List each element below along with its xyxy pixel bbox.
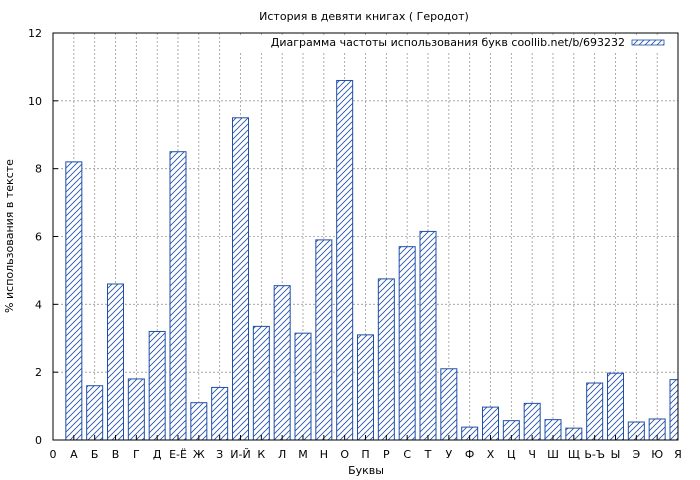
x-tick-label: Ш (547, 448, 559, 461)
x-tick-label: З (216, 448, 223, 461)
y-tick-label: 12 (28, 27, 42, 40)
x-tick-label: Г (133, 448, 140, 461)
bar-2 (86, 385, 104, 441)
x-tick-label: В (112, 448, 120, 461)
x-tick-label: Ь-Ъ (584, 448, 605, 461)
grid (53, 33, 678, 440)
x-tick-label: У (445, 448, 452, 461)
bar-12 (294, 332, 312, 441)
x-tick-label: Ж (193, 448, 205, 461)
bar-14 (336, 79, 354, 441)
y-tick-label: 2 (35, 366, 42, 379)
bar-17 (398, 246, 416, 441)
x-tick-label: Я (674, 448, 682, 461)
x-tick-label: Р (383, 448, 390, 461)
bar-8 (211, 386, 229, 441)
bar-13 (315, 239, 333, 441)
chart-title: История в девяти книгах ( Геродот) (259, 10, 469, 23)
x-tick-label: М (298, 448, 308, 461)
legend-swatch (631, 39, 665, 46)
x-tick-label: А (70, 448, 78, 461)
bar-3 (107, 283, 124, 441)
x-tick-label: И-Й (230, 448, 250, 461)
x-tick-label: Ы (611, 448, 621, 461)
bar-5 (148, 330, 166, 441)
legend-background (240, 36, 668, 52)
y-axis-ticks: 0 2 4 6 8 10 12 (28, 27, 58, 447)
x-tick-label: Х (487, 448, 495, 461)
x-tick-label: Д (153, 448, 162, 461)
x-tick-label: К (257, 448, 265, 461)
x-tick-label: 0 (50, 448, 57, 461)
bar-4 (127, 378, 145, 441)
x-tick-label: Ю (651, 448, 663, 461)
bar-30 (669, 379, 679, 441)
bar-16 (377, 278, 395, 441)
x-tick-label: Л (278, 448, 286, 461)
bars (65, 79, 679, 441)
y-tick-label: 6 (35, 231, 42, 244)
x-tick-label: Ф (465, 448, 474, 461)
y-tick-label: 4 (35, 298, 42, 311)
bar-19 (440, 368, 458, 441)
legend: Диаграмма частоты использования букв coo… (240, 36, 668, 52)
y-tick-label: 8 (35, 163, 42, 176)
bar-26 (586, 382, 604, 441)
x-tick-label: Э (632, 448, 640, 461)
x-tick-label: О (340, 448, 349, 461)
bar-11 (273, 285, 291, 441)
x-tick-label: Н (320, 448, 328, 461)
legend-label: Диаграмма частоты использования букв coo… (271, 36, 625, 49)
y-axis-label: % использования в тексте (3, 159, 16, 313)
x-tick-label: Ч (528, 448, 536, 461)
x-tick-label: Т (424, 448, 432, 461)
bar-9 (232, 117, 249, 441)
x-tick-label: Е-Ё (169, 448, 187, 461)
x-axis-ticks: 0 А Б В Г Д Е-Ё Ж З И-Й К Л М Н О П Р С Т У Ф Х Ц Ч Ш Щ Ь-Ъ Ы Э Ю Я (50, 435, 682, 461)
bar-10 (252, 325, 270, 441)
bar-7 (190, 402, 208, 441)
x-tick-label: П (361, 448, 369, 461)
bar-1 (65, 161, 83, 441)
y-tick-label: 0 (35, 434, 42, 447)
y-tick-label: 10 (28, 95, 42, 108)
x-tick-label: Б (91, 448, 99, 461)
x-tick-label: Ц (507, 448, 516, 461)
bar-27 (607, 372, 624, 441)
x-tick-label: Щ (568, 448, 580, 461)
x-tick-label: С (403, 448, 411, 461)
bar-18 (419, 230, 437, 441)
x-axis-label: Буквы (348, 464, 384, 477)
bar-15 (357, 334, 374, 441)
bar-6 (169, 151, 187, 441)
bar-23 (523, 402, 541, 441)
